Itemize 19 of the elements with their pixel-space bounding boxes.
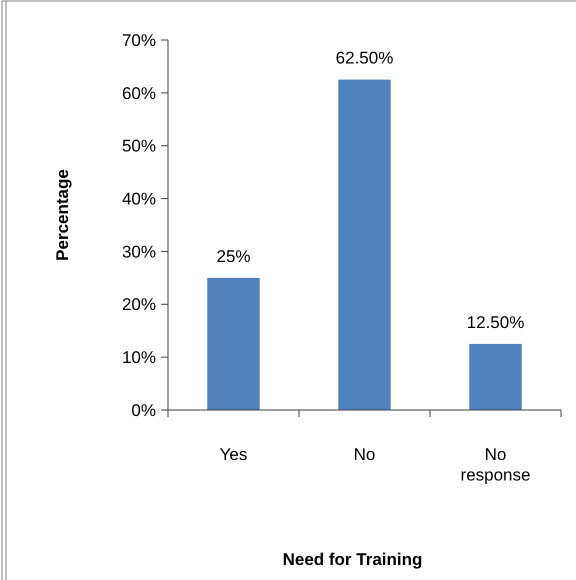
x-tick-label: No [354, 445, 376, 464]
x-tick-label: No response [460, 445, 530, 484]
y-tick-label: 10% [122, 348, 156, 368]
bar [207, 278, 260, 410]
data-label: 25% [216, 246, 251, 266]
y-tick-label: 30% [122, 242, 156, 262]
y-tick-label: 50% [122, 136, 156, 156]
x-axis-title: Need for Training [282, 550, 422, 569]
y-tick-label: 0% [131, 400, 156, 420]
x-tick-label: Yes [220, 445, 248, 464]
y-tick-label: 70% [122, 30, 156, 50]
y-tick-label: 40% [122, 190, 156, 209]
data-label: 12.50% [466, 312, 524, 332]
y-axis-title: Percentage [53, 169, 72, 261]
bar [338, 80, 391, 410]
data-label: 62.50% [336, 48, 394, 68]
y-tick-label: 60% [122, 84, 156, 103]
y-tick-label: 20% [122, 295, 156, 314]
bar [469, 344, 522, 410]
